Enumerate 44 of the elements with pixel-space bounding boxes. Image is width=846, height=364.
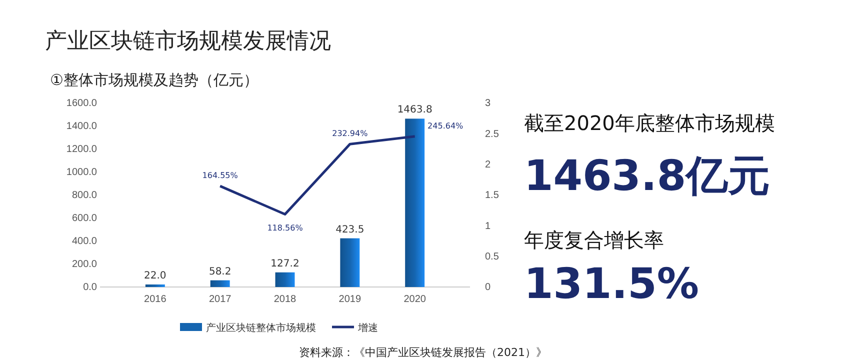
y-tick-label: 1200.0 xyxy=(66,144,98,156)
bar xyxy=(210,280,230,287)
bar xyxy=(275,272,295,287)
bar xyxy=(145,284,165,287)
data-label: 423.5 xyxy=(336,224,364,236)
x-tick-label: 2020 xyxy=(404,294,426,305)
y-tick-label: 400.0 xyxy=(72,236,98,248)
y-tick-label: 800.0 xyxy=(72,190,98,202)
data-label: 58.2 xyxy=(208,266,232,278)
y2-tick-label: 3 xyxy=(485,98,491,110)
legend-label: 增速 xyxy=(357,322,378,334)
y-tick-label: 1000.0 xyxy=(66,167,98,178)
text: 年度复合增长率 xyxy=(524,228,664,252)
data-label: 127.2 xyxy=(270,258,300,270)
data-label: 118.56% xyxy=(267,223,304,232)
text: 1463.8亿元 xyxy=(524,151,770,200)
data-label: 232.94% xyxy=(332,129,368,138)
y-tick-label: 1600.0 xyxy=(66,98,98,110)
data-label: 164.55% xyxy=(202,171,238,180)
x-tick-label: 2016 xyxy=(144,294,167,305)
y-tick-label: 200.0 xyxy=(72,259,98,270)
bar xyxy=(405,118,425,287)
data-label: 245.64% xyxy=(428,121,464,130)
y2-tick-label: 0.5 xyxy=(485,252,500,263)
y2-tick-label: 2 xyxy=(485,160,491,171)
text: 资料来源：《中国产业区块链发展报告（2021）》 xyxy=(299,346,547,359)
y-tick-label: 600.0 xyxy=(72,213,98,224)
x-tick-label: 2018 xyxy=(274,294,297,305)
bar xyxy=(340,238,360,287)
y2-tick-label: 2.5 xyxy=(485,128,500,140)
y-tick-label: 0.0 xyxy=(83,282,98,294)
y2-tick-label: 1 xyxy=(485,220,491,232)
chart-title: 产业区块链市场规模发展情况 xyxy=(45,29,331,54)
data-label: 1463.8 xyxy=(397,104,432,116)
y2-tick-label: 0 xyxy=(485,282,491,294)
y-tick-label: 1400.0 xyxy=(66,121,98,132)
chart-subtitle: ①整体市场规模及趋势（亿元） xyxy=(50,71,258,89)
data-label: 22.0 xyxy=(144,270,166,282)
legend-label: 产业区块链整体市场规模 xyxy=(206,322,316,334)
x-tick-label: 2019 xyxy=(338,294,362,305)
y2-tick-label: 1.5 xyxy=(485,190,500,202)
text: 131.5% xyxy=(524,259,699,308)
x-tick-label: 2017 xyxy=(208,294,232,305)
text: 截至2020年底整体市场规模 xyxy=(524,111,775,135)
